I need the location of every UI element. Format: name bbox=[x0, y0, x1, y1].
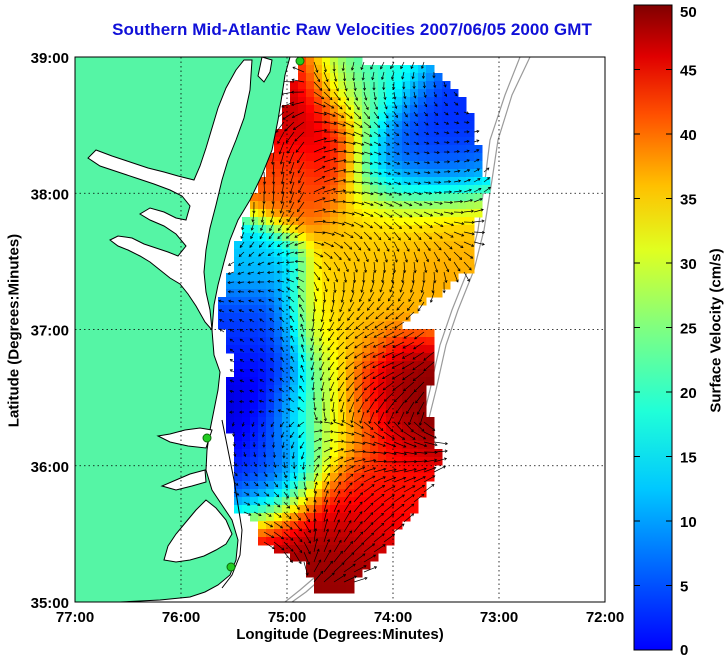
chesapeake-bay bbox=[87, 59, 253, 332]
velocity-vectors bbox=[218, 57, 491, 583]
y-tick-label: 39:00 bbox=[31, 50, 69, 67]
y-tick-labels: 39:00 38:00 37:00 36:00 35:00 bbox=[31, 50, 69, 612]
x-tick-label: 77:00 bbox=[56, 609, 94, 626]
map-title: Southern Mid-Atlantic Raw Velocities 200… bbox=[112, 20, 592, 39]
colorbar-tick-label: 5 bbox=[680, 579, 688, 596]
land-mass bbox=[75, 57, 291, 602]
y-tick-label: 37:00 bbox=[31, 323, 69, 340]
colorbar-tick-label: 30 bbox=[680, 256, 697, 273]
colorbar-tick-label: 45 bbox=[680, 63, 697, 80]
colorbar-tick-label: 25 bbox=[680, 321, 697, 338]
colorbar-tick-labels: 0 5 10 15 20 25 30 35 40 45 50 bbox=[634, 4, 697, 659]
x-tick-label: 74:00 bbox=[374, 609, 412, 626]
station-marker bbox=[202, 433, 212, 443]
y-tick-label: 35:00 bbox=[31, 595, 69, 612]
x-tick-label: 73:00 bbox=[480, 609, 518, 626]
colorbar-tick-label: 15 bbox=[680, 450, 697, 467]
gridlines bbox=[75, 57, 605, 602]
x-tick-label: 75:00 bbox=[268, 609, 306, 626]
outer-banks bbox=[221, 419, 243, 589]
colorbar-tick-label: 0 bbox=[680, 642, 688, 659]
colorbar-tick-label: 40 bbox=[680, 127, 697, 144]
colorbar-label: Surface Velocity (cm/s) bbox=[707, 248, 724, 413]
albemarle-sound bbox=[156, 427, 213, 491]
y-tick-label: 36:00 bbox=[31, 459, 69, 476]
colorbar-tick-label: 10 bbox=[680, 514, 697, 531]
station-marker bbox=[226, 562, 236, 572]
pamlico-sound bbox=[163, 499, 233, 563]
velocity-field bbox=[218, 57, 491, 594]
x-tick-label: 76:00 bbox=[162, 609, 200, 626]
x-tick-labels: 77:00 76:00 75:00 74:00 73:00 72:00 bbox=[56, 609, 624, 626]
colorbar-tick-label: 50 bbox=[680, 4, 697, 21]
delaware-bay bbox=[257, 57, 273, 83]
x-axis-label: Longitude (Degrees:Minutes) bbox=[236, 626, 444, 643]
radar-stations bbox=[202, 56, 305, 572]
x-tick-label: 72:00 bbox=[586, 609, 624, 626]
station-marker bbox=[295, 56, 305, 66]
colorbar bbox=[633, 4, 673, 651]
plot-border bbox=[74, 56, 606, 603]
y-tick-label: 38:00 bbox=[31, 186, 69, 203]
y-axis-label: Latitude (Degrees:Minutes) bbox=[5, 233, 23, 428]
colorbar-tick-label: 35 bbox=[680, 192, 697, 209]
colorbar-tick-label: 20 bbox=[680, 385, 697, 402]
